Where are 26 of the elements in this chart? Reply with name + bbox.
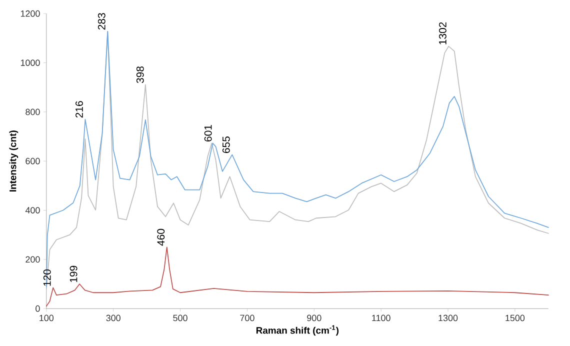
y-tick-label: 600: [26, 158, 40, 164]
x-tick-label: 1100: [372, 314, 390, 322]
x-tick-label: 500: [173, 314, 188, 322]
y-tick-label: 1000: [20, 60, 40, 66]
annotation: 1302: [438, 22, 446, 44]
x-tick-label: 300: [106, 314, 120, 322]
x-tick-label: 1300: [438, 314, 458, 322]
annotation: 216: [76, 101, 83, 118]
x-tick-label: 900: [307, 314, 322, 322]
annotation: 283: [98, 13, 106, 30]
x-axis-title: Raman shift (cm$^{-1}$): [256, 325, 339, 336]
annotation: 398: [136, 66, 144, 84]
annotation: 601: [204, 125, 212, 142]
y-tick-label: 800: [26, 108, 40, 116]
y-tick-label: 1200: [20, 10, 40, 17]
x-tick-label: 1500: [506, 314, 525, 322]
x-tick-label: 100: [40, 314, 54, 322]
y-axis-title: Intensity (cnt): [9, 130, 18, 192]
annotation: 199: [70, 266, 78, 282]
x-tick-label: 700: [240, 314, 254, 322]
annotation: 120: [43, 269, 51, 286]
annotation: 460: [157, 228, 165, 246]
y-tick-label: 200: [26, 256, 40, 263]
y-tick-label: 0: [36, 305, 40, 312]
annotation: 655: [222, 136, 230, 153]
y-tick-label: 400: [25, 207, 40, 214]
